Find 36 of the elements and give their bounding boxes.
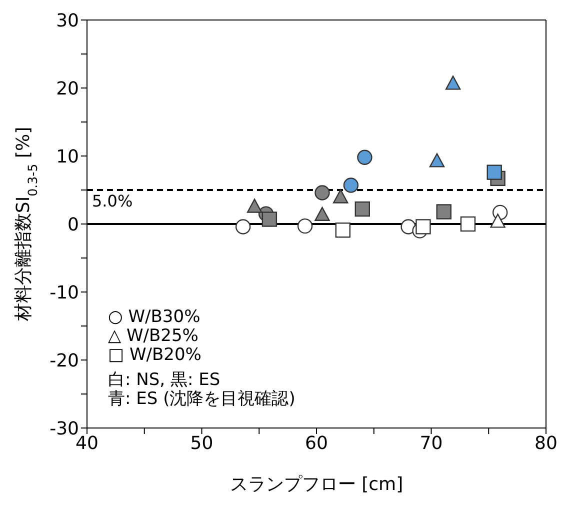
point [314,185,330,200]
annotation: △ W/B25% [108,326,200,346]
point [486,164,502,180]
point [235,219,251,234]
annotation: ○ W/B30% [108,307,202,327]
point [416,219,431,234]
x-axis-title: スランプフロー [cm] [230,474,404,495]
y-tick-label: -20 [50,350,79,372]
point [343,178,359,193]
point [246,198,262,213]
y-tick-label: 20 [56,78,79,100]
y-tick-label: 10 [56,146,79,168]
point [314,206,330,222]
y-tick-label: 0 [68,214,79,236]
point [400,219,416,234]
point [460,216,476,232]
point [297,218,313,234]
annotation: 青: ES (沈降を目視確認) [108,389,296,409]
point [354,201,370,217]
point [445,76,461,90]
ref-line-label: 5.0% [92,191,133,210]
point [357,150,372,165]
x-tick-label: 70 [420,432,443,454]
annotation: □ W/B20% [108,345,202,365]
annotation: 白: NS, 黒: ES [108,370,222,390]
point [333,189,348,204]
y-tick-label: 30 [56,10,79,32]
point [429,153,445,168]
x-tick-label: 80 [534,432,558,454]
point [262,212,278,227]
point [436,204,452,220]
point [490,214,506,228]
x-tick-label: 60 [305,432,328,454]
point [335,222,350,238]
y-tick-label: -10 [50,282,79,304]
x-tick-label: 50 [190,432,214,454]
